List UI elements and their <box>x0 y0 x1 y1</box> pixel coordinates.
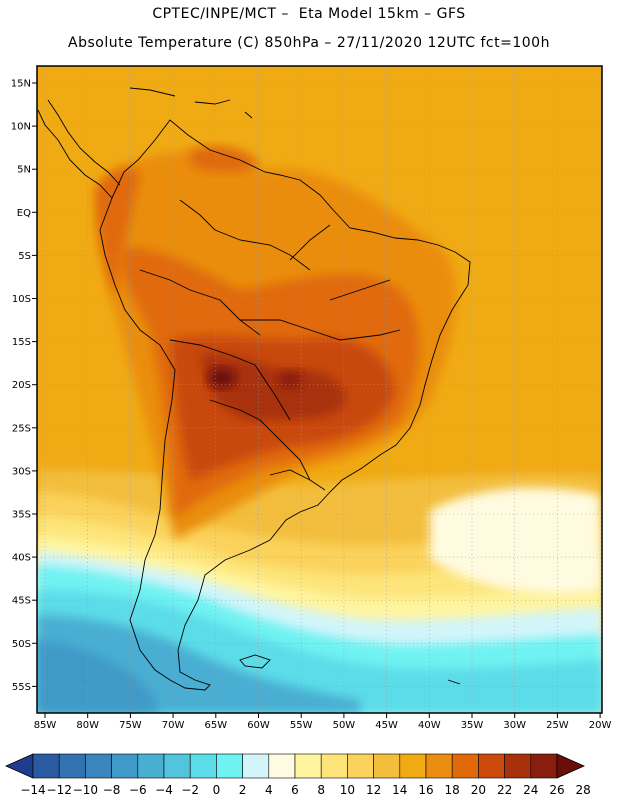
lat-label: 25S <box>12 423 31 434</box>
colorbar-label: −14 <box>20 783 45 797</box>
map-frame <box>36 65 603 714</box>
colorbar-cell <box>58 753 86 779</box>
lat-label: 35S <box>12 510 31 521</box>
colorbar-label: 10 <box>340 783 355 797</box>
lat-label: 5S <box>18 251 31 262</box>
lon-label: 55W <box>290 720 313 731</box>
colorbar-label: 2 <box>239 783 247 797</box>
colorbar-label: 14 <box>392 783 407 797</box>
colorbar-cell <box>399 753 427 779</box>
colorbar-cell <box>163 753 191 779</box>
lat-label: EQ <box>17 208 31 219</box>
colorbar-label: −6 <box>129 783 147 797</box>
colorbar-label: 20 <box>471 783 486 797</box>
lat-label: 10N <box>11 122 31 133</box>
lon-label: 60W <box>247 720 270 731</box>
colorbar-cell <box>530 753 558 779</box>
colorbar-label: −12 <box>47 783 72 797</box>
colorbar-cell <box>32 753 60 779</box>
lon-label: 45W <box>375 720 398 731</box>
colorbar-cell <box>504 753 532 779</box>
colorbar-cell <box>320 753 348 779</box>
colorbar-cell <box>478 753 505 779</box>
lat-label: 30S <box>12 466 31 477</box>
lon-label: 70W <box>162 720 185 731</box>
title-line-2: Absolute Temperature (C) 850hPa – 27/11/… <box>68 35 550 51</box>
coastlines <box>37 87 471 691</box>
lat-label: 10S <box>12 294 31 305</box>
colorbar-min-arrow <box>5 753 34 779</box>
colorbar-label: 18 <box>445 783 460 797</box>
temperature-field <box>37 66 602 713</box>
longitude-labels: 85W 80W 75W 70W 65W 60W 55W 50W 45W 40W 35W 30W 25W 2… <box>34 713 612 731</box>
lat-label: 55S <box>12 682 31 693</box>
colorbar-cell <box>137 753 165 779</box>
latitude-labels: 15N 10N 5N EQ 5S 10S 15S 20S 25S 30S 35S 40S 45S 50S 5… <box>11 79 37 693</box>
lat-label: 50S <box>12 639 31 650</box>
lat-label: 20S <box>12 380 31 391</box>
colorbar-label: 22 <box>497 783 512 797</box>
colorbar-cell <box>373 753 401 779</box>
lon-label: 25W <box>546 720 569 731</box>
colorbar-label: 0 <box>213 783 221 797</box>
lon-label: 85W <box>34 720 57 731</box>
colorbar-cell <box>294 753 322 779</box>
colorbar-label: 28 <box>576 783 591 797</box>
lat-label: 5N <box>17 165 31 176</box>
colorbar-label: −8 <box>103 783 121 797</box>
colorbar-cell <box>242 753 270 779</box>
colorbar-cell <box>268 753 296 779</box>
colorbar-max-arrow <box>556 753 585 779</box>
colorbar-label: 4 <box>265 783 273 797</box>
lat-label: 15S <box>12 337 31 348</box>
colorbar-label: 8 <box>317 783 325 797</box>
lon-label: 50W <box>333 720 356 731</box>
lon-label: 65W <box>204 720 227 731</box>
colorbar: −14 −12 −10 −8 −6 −4 −2 0 2 4 6 8 10 12 14 16 18 20 22 24 26… <box>5 753 591 797</box>
colorbar-cell <box>216 753 243 779</box>
colorbar-label: 6 <box>291 783 299 797</box>
lat-label: 40S <box>12 553 31 564</box>
lon-label: 30W <box>503 720 526 731</box>
colorbar-cell <box>85 753 112 779</box>
colorbar-label: −2 <box>181 783 199 797</box>
lon-label: 40W <box>418 720 441 731</box>
colorbar-label: 24 <box>523 783 538 797</box>
colorbar-label: 26 <box>549 783 564 797</box>
colorbar-cell <box>425 753 453 779</box>
colorbar-cell <box>111 753 139 779</box>
title-line-1: CPTEC/INPE/MCT – Eta Model 15km – GFS <box>152 6 466 22</box>
colorbar-cell <box>189 753 217 779</box>
lat-label: 45S <box>12 596 31 607</box>
lon-label: 80W <box>76 720 99 731</box>
lon-label: 35W <box>461 720 484 731</box>
colorbar-cell <box>347 753 374 779</box>
lat-label: 15N <box>11 79 31 90</box>
colorbar-label: 16 <box>418 783 433 797</box>
lon-label: 20W <box>589 720 612 731</box>
colorbar-label: −10 <box>73 783 98 797</box>
colorbar-cell <box>451 753 479 779</box>
colorbar-label: 12 <box>366 783 381 797</box>
colorbar-label: −4 <box>155 783 173 797</box>
lon-label: 75W <box>119 720 142 731</box>
